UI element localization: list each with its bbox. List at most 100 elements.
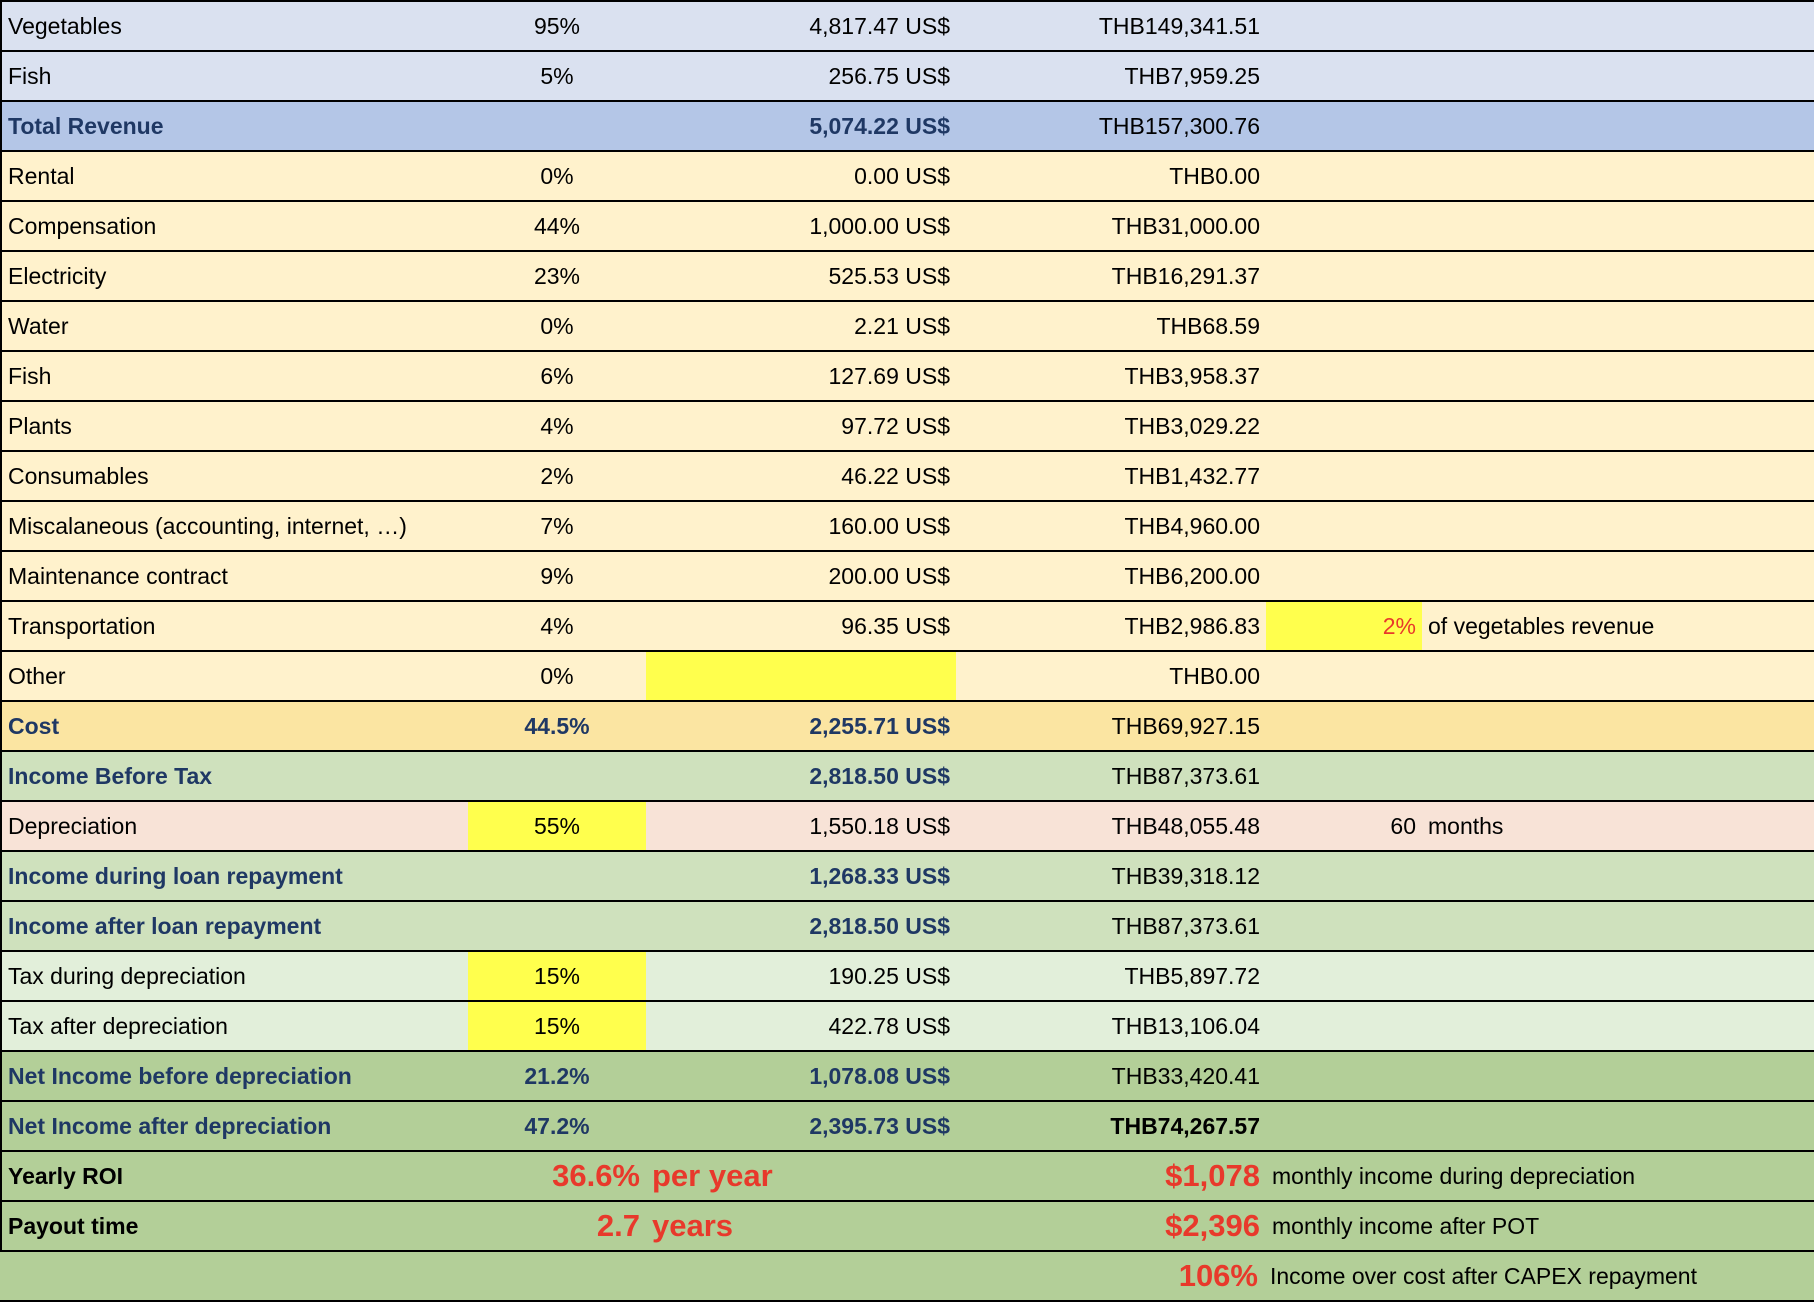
cell-label[interactable]: Depreciation: [8, 812, 138, 839]
cell-percent[interactable]: 23%: [533, 262, 581, 289]
cell-thb[interactable]: THB87,373.61: [1111, 762, 1260, 789]
cell-percent[interactable]: [468, 902, 646, 950]
cell-label[interactable]: Electricity: [8, 262, 107, 289]
cell-label[interactable]: Rental: [8, 162, 75, 189]
cell-empty[interactable]: [1422, 52, 1814, 100]
cell-label[interactable]: Vegetables: [8, 12, 122, 39]
cell-percent[interactable]: 21.2%: [524, 1062, 590, 1089]
cell-usd[interactable]: 2.21 US$: [854, 312, 950, 339]
cell-label[interactable]: Tax during depreciation: [8, 962, 246, 989]
cell-thb[interactable]: THB5,897.72: [1124, 962, 1260, 989]
cell-usd[interactable]: 2,818.50 US$: [809, 912, 950, 939]
cell-usd[interactable]: 4,817.47 US$: [809, 12, 950, 39]
cell-empty[interactable]: [1266, 552, 1422, 600]
cell-thb[interactable]: THB157,300.76: [1098, 112, 1260, 139]
cell-usd[interactable]: 2,818.50 US$: [809, 762, 950, 789]
cell-thb[interactable]: THB16,291.37: [1111, 262, 1260, 289]
cell-thb[interactable]: THB33,420.41: [1111, 1062, 1260, 1089]
cell-label[interactable]: Fish: [8, 62, 52, 89]
cell-empty[interactable]: [1422, 952, 1814, 1000]
cell-empty[interactable]: [1422, 102, 1814, 150]
cell-label[interactable]: Miscalaneous (accounting, internet, …): [8, 512, 407, 539]
cell-usd[interactable]: 0.00 US$: [854, 162, 950, 189]
cell-empty[interactable]: [1266, 402, 1422, 450]
cell-percent[interactable]: 9%: [540, 562, 574, 589]
cell-usd[interactable]: 422.78 US$: [828, 1012, 950, 1039]
cell-roi-unit[interactable]: per year: [652, 1158, 773, 1193]
cell-percent[interactable]: [468, 102, 646, 150]
cell-monthly-dep-text[interactable]: monthly income during depreciation: [1272, 1162, 1636, 1189]
cell-percent[interactable]: 95%: [533, 12, 581, 39]
cell-empty[interactable]: [1266, 452, 1422, 500]
cell-percent[interactable]: 55%: [468, 802, 646, 850]
cell-thb[interactable]: THB6,200.00: [1124, 562, 1260, 589]
cell-empty[interactable]: [1266, 52, 1422, 100]
cell-thb[interactable]: THB0.00: [1169, 662, 1260, 689]
cell-thb[interactable]: THB7,959.25: [1124, 62, 1260, 89]
cell-thb[interactable]: THB4,960.00: [1124, 512, 1260, 539]
cell-percent[interactable]: 4%: [540, 612, 574, 639]
cell-label[interactable]: Other: [8, 662, 66, 689]
cell-percent[interactable]: 47.2%: [524, 1112, 590, 1139]
cell-empty[interactable]: [1422, 752, 1814, 800]
cell-empty[interactable]: [1422, 552, 1814, 600]
cell-empty[interactable]: [1266, 302, 1422, 350]
cell-empty[interactable]: [1266, 752, 1422, 800]
cell-roi-value[interactable]: 36.6%: [552, 1158, 640, 1193]
cell-empty[interactable]: [1422, 302, 1814, 350]
cell-percent[interactable]: 7%: [540, 512, 574, 539]
cell-percent[interactable]: 15%: [468, 952, 646, 1000]
cell-label[interactable]: Income after loan repayment: [8, 912, 322, 939]
cell-label[interactable]: Net Income after depreciation: [8, 1112, 332, 1139]
cell-usd[interactable]: 256.75 US$: [828, 62, 950, 89]
cell-empty[interactable]: [1422, 852, 1814, 900]
cell-thb[interactable]: THB13,106.04: [1111, 1012, 1260, 1039]
cell-usd[interactable]: 190.25 US$: [828, 962, 950, 989]
cell-thb[interactable]: THB1,432.77: [1124, 462, 1260, 489]
cell-label[interactable]: Payout time: [8, 1212, 139, 1239]
cell-extra-text[interactable]: of vegetables revenue: [1428, 612, 1655, 639]
cell-monthly-pot-value[interactable]: $2,396: [1165, 1208, 1260, 1243]
cell-thb[interactable]: THB3,958.37: [1124, 362, 1260, 389]
cell-usd[interactable]: [646, 652, 956, 700]
cell-percent[interactable]: 6%: [540, 362, 574, 389]
cell-usd[interactable]: 525.53 US$: [828, 262, 950, 289]
cell-empty[interactable]: [1266, 2, 1422, 50]
cell-empty[interactable]: [1422, 2, 1814, 50]
cell-thb[interactable]: THB3,029.22: [1124, 412, 1260, 439]
cell-empty[interactable]: [1266, 952, 1422, 1000]
cell-label[interactable]: Tax after depreciation: [8, 1012, 228, 1039]
cell-ioc-value[interactable]: 106%: [1178, 1258, 1258, 1293]
cell-usd[interactable]: 1,078.08 US$: [809, 1062, 950, 1089]
cell-empty[interactable]: [1266, 852, 1422, 900]
cell-empty[interactable]: [1422, 1052, 1814, 1100]
cell-monthly-pot-text[interactable]: monthly income after POT: [1272, 1212, 1540, 1239]
cell-thb[interactable]: THB0.00: [1169, 162, 1260, 189]
cell-percent[interactable]: 2%: [540, 462, 574, 489]
cell-empty[interactable]: [1422, 352, 1814, 400]
cell-label[interactable]: Consumables: [8, 462, 149, 489]
cell-usd[interactable]: 1,550.18 US$: [809, 812, 950, 839]
cell-empty[interactable]: [1422, 452, 1814, 500]
cell-usd[interactable]: 46.22 US$: [841, 462, 950, 489]
cell-percent[interactable]: 4%: [540, 412, 574, 439]
cell-usd[interactable]: 97.72 US$: [841, 412, 950, 439]
cell-label[interactable]: Fish: [8, 362, 52, 389]
cell-label[interactable]: Yearly ROI: [8, 1162, 124, 1189]
cell-empty[interactable]: [644, 1252, 954, 1300]
cell-label[interactable]: Income Before Tax: [8, 762, 213, 789]
cell-monthly-dep-value[interactable]: $1,078: [1165, 1158, 1260, 1193]
cell-empty[interactable]: [1422, 1002, 1814, 1050]
cell-usd[interactable]: 127.69 US$: [828, 362, 950, 389]
cell-percent[interactable]: [468, 852, 646, 900]
cell-label[interactable]: Water: [8, 312, 69, 339]
cell-thb[interactable]: THB31,000.00: [1111, 212, 1260, 239]
cell-empty[interactable]: [1266, 652, 1422, 700]
cell-usd[interactable]: 5,074.22 US$: [809, 112, 950, 139]
cell-payout-unit[interactable]: years: [652, 1208, 734, 1243]
cell-thb[interactable]: THB39,318.12: [1111, 862, 1260, 889]
cell-ioc-text[interactable]: Income over cost after CAPEX repayment: [1270, 1262, 1697, 1289]
cell-label[interactable]: Compensation: [8, 212, 157, 239]
cell-empty[interactable]: [1422, 1102, 1814, 1150]
cell-percent[interactable]: 44.5%: [524, 712, 590, 739]
